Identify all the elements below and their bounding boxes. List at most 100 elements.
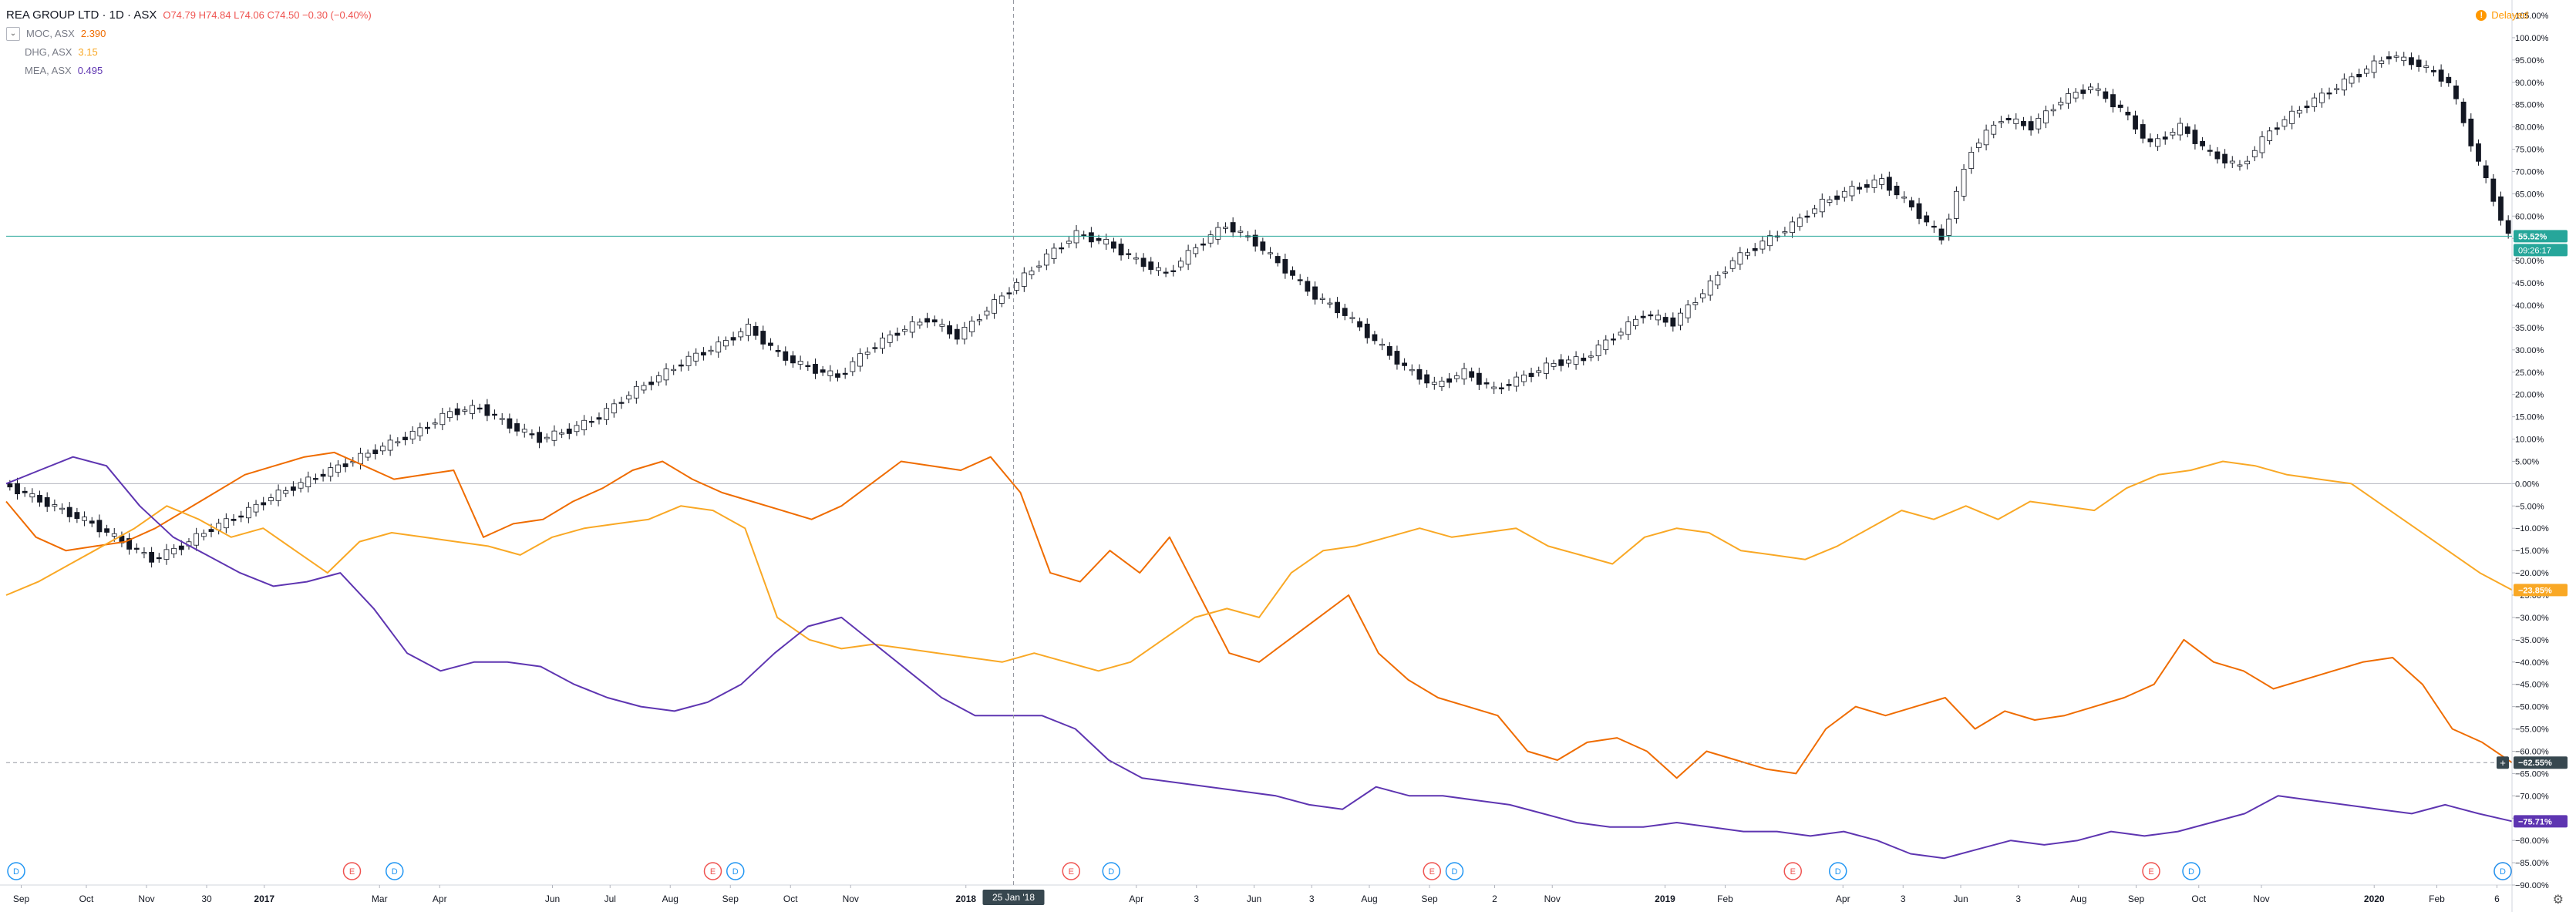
x-tick-label: Apr: [433, 893, 447, 904]
countdown-text: 09:26:17: [2518, 246, 2551, 255]
candle: [902, 328, 907, 332]
dividend-marker[interactable]: D: [386, 862, 404, 880]
candle: [1051, 247, 1057, 259]
candle: [2147, 138, 2153, 143]
chevron-down-icon[interactable]: ⌄: [6, 27, 20, 41]
earnings-marker[interactable]: E: [342, 862, 362, 880]
candle: [1409, 369, 1415, 372]
legend-row-dhg[interactable]: DHG, ASX 3.15: [6, 43, 372, 62]
candle: [1782, 231, 1788, 234]
time-axis[interactable]: Sep Oct Nov 30 2017 Mar Apr Jun Jul Aug Sep Oct Nov 2…: [0, 884, 2512, 904]
earnings-marker[interactable]: E: [1783, 862, 1802, 880]
dividend-marker[interactable]: D: [2494, 862, 2512, 880]
legend-row-moc[interactable]: ⌄ MOC, ASX 2.390: [6, 25, 372, 43]
candle: [1469, 371, 1475, 378]
dividend-marker[interactable]: D: [2182, 862, 2201, 880]
candle: [1096, 237, 1102, 241]
candle: [1938, 228, 1945, 241]
y-tick-label: −55.00%: [2515, 725, 2549, 735]
legend-value: 2.390: [80, 28, 106, 39]
candle: [1364, 323, 1370, 338]
candle: [626, 395, 632, 400]
candle: [1767, 235, 1773, 247]
x-tick-label: Nov: [138, 893, 154, 904]
candle: [29, 493, 35, 498]
delayed-indicator[interactable]: ! Delayed: [2476, 9, 2528, 21]
event-letter: D: [1452, 867, 1458, 877]
x-tick-label: 2017: [254, 893, 274, 904]
event-letter: D: [2188, 867, 2194, 877]
candle: [1722, 271, 1728, 274]
candle: [82, 517, 87, 521]
y-tick-label: 35.00%: [2515, 324, 2544, 333]
earnings-marker[interactable]: E: [703, 862, 722, 880]
candle: [1006, 292, 1012, 294]
y-tick-label: 60.00%: [2515, 212, 2544, 221]
crosshair-overlay: 25 Jan '18 +: [6, 0, 2512, 905]
y-tick-label: −50.00%: [2515, 703, 2549, 712]
earnings-marker[interactable]: E: [1062, 862, 1080, 880]
dividend-marker[interactable]: D: [1829, 862, 1847, 880]
candle: [2438, 69, 2444, 82]
candle: [194, 533, 200, 546]
candle: [2379, 60, 2385, 64]
dividend-marker[interactable]: D: [726, 862, 745, 880]
candle: [2117, 104, 2123, 108]
candle: [1275, 256, 1281, 264]
candle: [1633, 318, 1638, 326]
price-axis[interactable]: 105.00% 100.00% 95.00% 90.00% 85.00% 80.00% 75…: [2511, 0, 2568, 912]
earnings-marker[interactable]: E: [1423, 862, 1441, 880]
candle: [402, 436, 408, 440]
earnings-marker[interactable]: E: [2142, 862, 2160, 880]
candle: [1491, 386, 1497, 389]
candle: [954, 328, 960, 340]
candle: [1215, 227, 1221, 240]
symbol-title[interactable]: REA GROUP LTD · 1D · ASX: [6, 8, 157, 22]
candle: [805, 365, 811, 367]
candle: [1133, 257, 1139, 260]
plus-button[interactable]: [2497, 756, 2509, 769]
dividend-marker[interactable]: D: [1102, 862, 1120, 880]
candle: [685, 355, 692, 366]
x-tick-label: 3: [1901, 893, 1906, 904]
candle: [1416, 369, 1423, 380]
candle: [1916, 203, 1922, 219]
last-value-label-rea: 55.52% 09:26:17: [2514, 230, 2568, 257]
dividend-marker[interactable]: D: [1445, 862, 1464, 880]
candle: [320, 473, 326, 477]
candle: [760, 331, 766, 345]
candle: [641, 385, 647, 391]
candle: [1595, 345, 1601, 356]
candle: [171, 547, 177, 554]
gear-icon[interactable]: ⚙: [2552, 893, 2564, 907]
candle: [2244, 160, 2251, 165]
candle: [1319, 298, 1325, 300]
candle: [141, 552, 147, 554]
candle: [700, 352, 706, 356]
candle: [1752, 247, 1758, 251]
candle: [864, 352, 870, 355]
candle: [380, 446, 386, 452]
candle: [648, 382, 655, 385]
candle: [581, 419, 588, 431]
y-tick-label: −60.00%: [2515, 747, 2549, 756]
candle: [2080, 89, 2086, 94]
candle: [746, 324, 751, 336]
candle: [2468, 118, 2474, 146]
candle: [618, 402, 625, 404]
event-markers: DEDEDEDEDEDEDED: [7, 862, 2512, 880]
candle: [1126, 253, 1132, 255]
dividend-marker[interactable]: D: [7, 862, 25, 880]
y-tick-label: 75.00%: [2515, 146, 2544, 155]
x-tick-label: Feb: [1717, 893, 1733, 904]
candle: [425, 426, 430, 429]
x-tick-label: Apr: [1836, 893, 1850, 904]
candle: [298, 482, 304, 489]
y-tick-label: −10.00%: [2515, 524, 2549, 533]
candle: [842, 372, 848, 375]
event-letter: D: [1835, 867, 1841, 877]
candle: [551, 430, 557, 441]
candle: [2222, 153, 2228, 164]
legend-row-mea[interactable]: MEA, ASX 0.495: [6, 62, 372, 80]
